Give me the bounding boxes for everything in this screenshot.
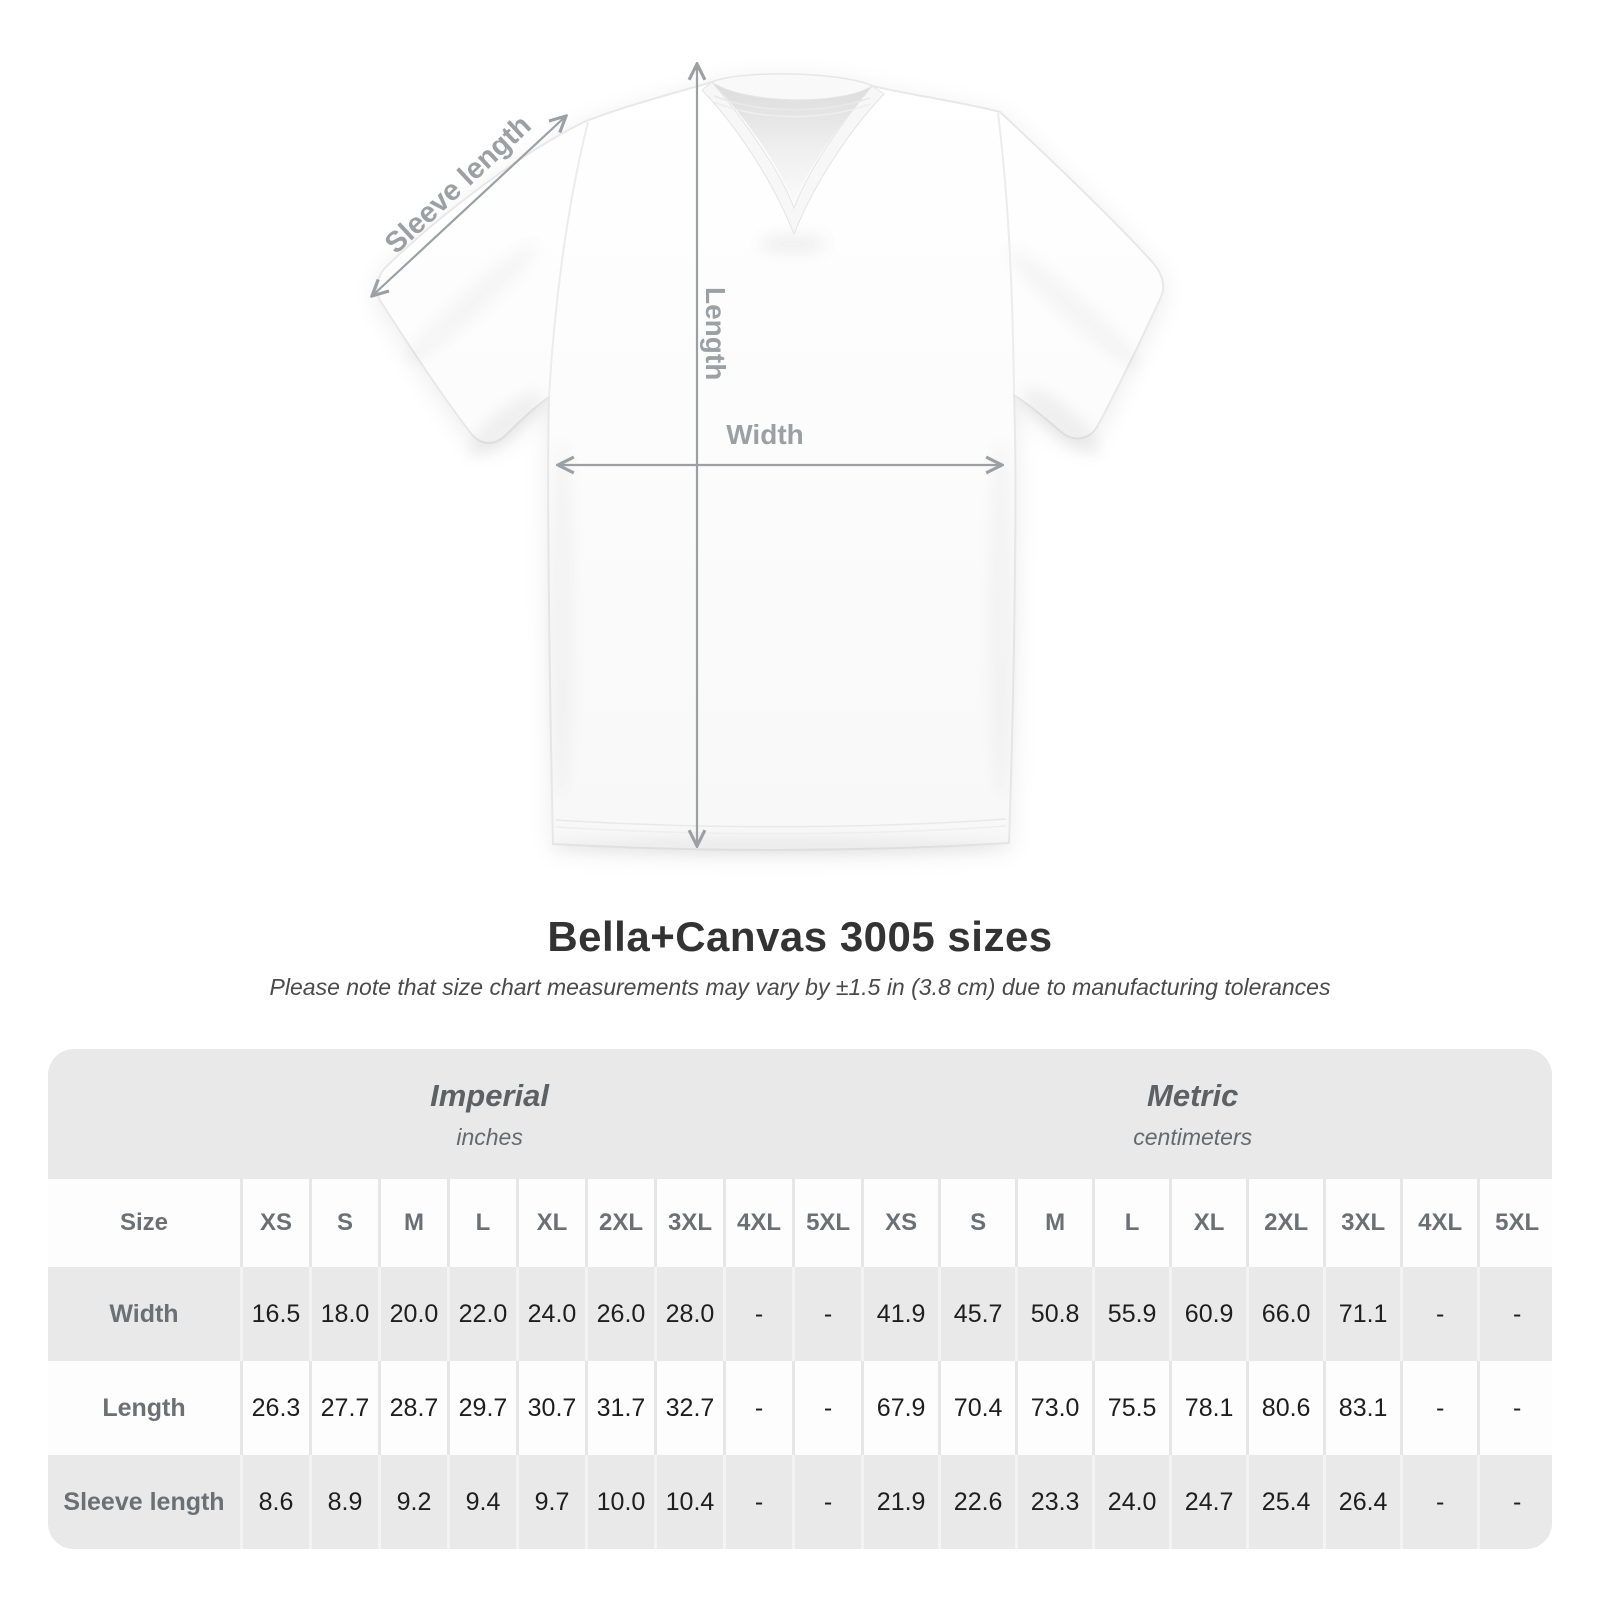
table-cell: 22.0 [447,1267,516,1362]
table-cell: 24.0 [516,1267,585,1362]
size-header: XL [1169,1179,1247,1268]
table-cell: 67.9 [861,1361,939,1456]
table-cell: 26.4 [1323,1455,1401,1550]
size-chart-container: Imperial inches Metric centimeters Size … [48,1049,1552,1550]
table-cell: - [792,1267,862,1362]
width-row: Width 16.5 18.0 20.0 22.0 24.0 26.0 28.0… [48,1267,1552,1362]
table-cell: - [792,1455,862,1550]
table-cell: - [1477,1267,1552,1362]
table-cell: 30.7 [516,1361,585,1456]
size-header: 4XL [1400,1179,1478,1268]
table-cell: 73.0 [1015,1361,1093,1456]
size-header: S [309,1179,378,1268]
size-column-header: Size [48,1179,240,1268]
table-cell: 83.1 [1323,1361,1401,1456]
tshirt-diagram-svg: Sleeve length Length Width [0,0,1165,854]
table-cell: 28.0 [654,1267,723,1362]
table-cell: 9.2 [378,1455,447,1550]
table-cell: 22.6 [938,1455,1016,1550]
size-header: L [1092,1179,1170,1268]
table-cell: 45.7 [938,1267,1016,1362]
size-header: 3XL [1323,1179,1401,1268]
width-label: Width [726,419,804,450]
vneck-collar-band [701,81,885,236]
length-row: Length 26.3 27.7 28.7 29.7 30.7 31.7 32.… [48,1361,1552,1456]
table-cell: 18.0 [309,1267,378,1362]
table-cell: 10.0 [585,1455,654,1550]
table-cell: - [723,1267,792,1362]
table-cell: 24.0 [1092,1455,1170,1550]
table-cell: - [792,1361,862,1456]
metric-label: Metric [1147,1077,1239,1113]
table-cell: - [1400,1455,1478,1550]
sleeve-length-row: Sleeve length 8.6 8.9 9.2 9.4 9.7 10.0 1… [48,1455,1552,1550]
table-cell: - [1477,1361,1552,1456]
table-cell: 70.4 [938,1361,1016,1456]
page-title: Bella+Canvas 3005 sizes [547,913,1053,960]
table-cell: 41.9 [861,1267,939,1362]
imperial-label: Imperial [430,1077,550,1113]
table-cell: 26.3 [240,1361,309,1456]
size-header: S [938,1179,1016,1268]
table-cell: - [1400,1361,1478,1456]
row-label-sleeve-length: Sleeve length [48,1455,240,1550]
table-cell: 71.1 [1323,1267,1401,1362]
table-cell: 20.0 [378,1267,447,1362]
table-cell: 50.8 [1015,1267,1093,1362]
table-cell: 32.7 [654,1361,723,1456]
size-header: L [447,1179,516,1268]
table-cell: - [723,1455,792,1550]
table-cell: 23.3 [1015,1455,1093,1550]
row-label-width: Width [48,1267,240,1362]
size-header: 2XL [1246,1179,1324,1268]
imperial-unit-label: inches [456,1123,523,1150]
table-cell: 27.7 [309,1361,378,1456]
imperial-group-header: Imperial inches [48,1049,861,1179]
size-header: XL [516,1179,585,1268]
table-cell: 24.7 [1169,1455,1247,1550]
size-header-row: Size XS S M L XL 2XL 3XL 4XL 5XL XS S M … [48,1179,1552,1268]
table-cell: - [723,1361,792,1456]
table-cell: 78.1 [1169,1361,1247,1456]
table-cell: 28.7 [378,1361,447,1456]
table-cell: 66.0 [1246,1267,1324,1362]
size-header: XS [861,1179,939,1268]
right-sleeve-seam [997,112,1015,395]
size-header: 2XL [585,1179,654,1268]
table-cell: 8.6 [240,1455,309,1550]
metric-unit-label: centimeters [1133,1123,1253,1150]
size-header: XS [240,1179,309,1268]
size-chart-table: Imperial inches Metric centimeters Size … [48,1049,1552,1550]
size-header: M [1015,1179,1093,1268]
table-cell: 8.9 [309,1455,378,1550]
size-header: 5XL [792,1179,862,1268]
table-cell: 9.4 [447,1455,516,1550]
row-label-length: Length [48,1361,240,1456]
table-cell: 55.9 [1092,1267,1170,1362]
table-cell: 26.0 [585,1267,654,1362]
size-header: 3XL [654,1179,723,1268]
table-cell: - [1477,1455,1552,1550]
size-header: 4XL [723,1179,792,1268]
length-label: Length [700,287,731,380]
sleeve-length-arrow [372,116,566,296]
table-cell: 80.6 [1246,1361,1324,1456]
size-header: 5XL [1477,1179,1552,1268]
table-cell: 9.7 [516,1455,585,1550]
table-cell: - [1400,1267,1478,1362]
metric-group-header: Metric centimeters [861,1049,1552,1179]
table-cell: 21.9 [861,1455,939,1550]
table-cell: 25.4 [1246,1455,1324,1550]
table-cell: 60.9 [1169,1267,1247,1362]
size-header: M [378,1179,447,1268]
table-cell: 75.5 [1092,1361,1170,1456]
table-cell: 10.4 [654,1455,723,1550]
table-cell: 29.7 [447,1361,516,1456]
unit-group-row: Imperial inches Metric centimeters [48,1049,1552,1179]
page-subtitle: Please note that size chart measurements… [269,974,1331,1001]
table-cell: 16.5 [240,1267,309,1362]
tshirt-measurement-diagram: Sleeve length Length Width [0,0,1165,854]
table-cell: 31.7 [585,1361,654,1456]
